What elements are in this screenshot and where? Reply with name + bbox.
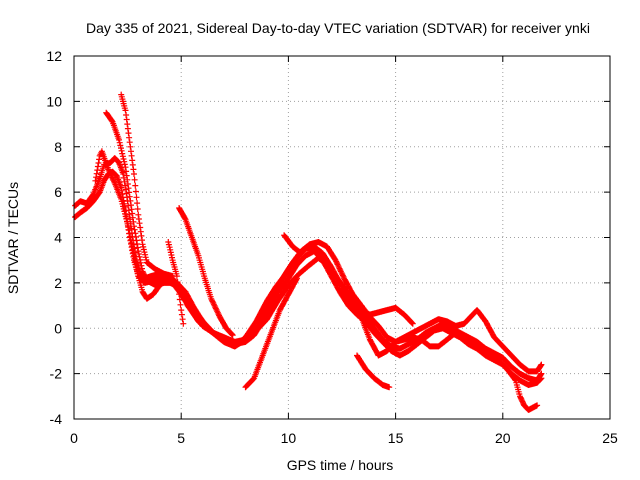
y-tick-label: 12	[46, 48, 62, 64]
plus-markers	[281, 232, 305, 257]
y-tick-label: -4	[50, 411, 63, 427]
x-tick-label: 15	[388, 430, 404, 446]
x-tick-label: 20	[495, 430, 511, 446]
plus-markers	[118, 91, 176, 280]
y-tick-label: 0	[54, 320, 62, 336]
y-tick-label: -2	[50, 366, 63, 382]
series-track-g	[176, 205, 236, 339]
x-tick-label: 5	[177, 430, 185, 446]
x-tick-label: 10	[281, 430, 297, 446]
y-tick-label: 6	[54, 184, 62, 200]
y-tick-label: 10	[46, 93, 62, 109]
plus-markers	[92, 148, 541, 413]
y-axis-label: SDTVAR / TECUs	[5, 182, 21, 294]
series-track-e	[118, 91, 176, 280]
plus-markers	[176, 205, 236, 339]
axis-ticks	[73, 55, 611, 420]
x-axis-label: GPS time / hours	[287, 457, 394, 473]
data-points	[72, 91, 545, 413]
x-tick-label: 0	[70, 430, 78, 446]
y-tick-label: 8	[54, 139, 62, 155]
series-track-d	[92, 148, 541, 413]
x-tick-label: 25	[602, 430, 618, 446]
plus-markers	[242, 275, 300, 391]
series-track-i	[281, 232, 305, 257]
series-track-j	[354, 352, 393, 391]
tick-labels: 0 5 10 15 20 25 -4 -2 0 2 4 6 8 10 12	[46, 48, 618, 446]
grid-lines	[74, 56, 610, 419]
series-track-f	[165, 239, 187, 327]
plus-markers	[354, 352, 393, 391]
chart-title: Day 335 of 2021, Sidereal Day-to-day VTE…	[86, 20, 590, 36]
y-tick-label: 4	[54, 230, 62, 246]
series-track-h	[242, 275, 300, 391]
series-track-k	[345, 291, 416, 327]
plus-markers	[345, 291, 416, 327]
plus-markers	[165, 239, 187, 327]
y-tick-label: 2	[54, 275, 62, 291]
